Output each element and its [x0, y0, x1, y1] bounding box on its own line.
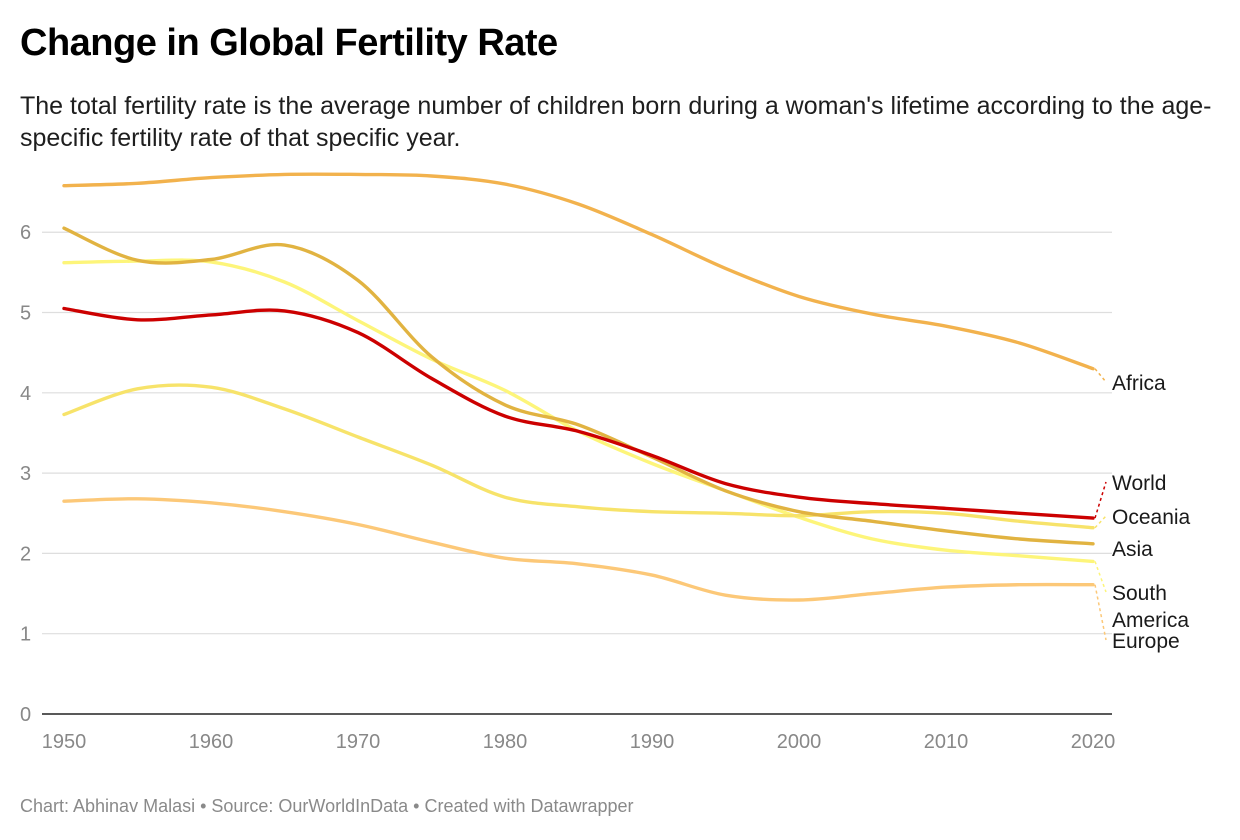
x-tick-label: 2000 — [777, 731, 822, 753]
x-tick-label: 1970 — [336, 731, 381, 753]
chart-footer: Chart: Abhinav Malasi • Source: OurWorld… — [20, 796, 634, 816]
label-connector-oceania — [1094, 515, 1107, 529]
series-line-africa — [62, 172, 1095, 371]
series-line-world — [62, 306, 1095, 520]
x-axis-ticks: 1950 1960 1970 1980 1990 2000 2010 2020 — [42, 731, 1116, 753]
series-label-world: World — [1112, 472, 1166, 495]
series-label-oceania: Oceania — [1112, 506, 1191, 529]
x-tick-label: 1950 — [42, 731, 87, 753]
x-tick-label: 1990 — [630, 731, 675, 753]
y-tick-label: 2 — [20, 543, 31, 565]
series-line-europe — [62, 497, 1095, 602]
y-axis-ticks: 0 1 2 3 4 5 6 — [20, 222, 31, 726]
series-label-europe: Europe — [1112, 630, 1180, 653]
series-label-asia: Asia — [1112, 538, 1153, 561]
gridlines — [42, 231, 1112, 715]
label-connector-europe — [1094, 584, 1107, 641]
y-tick-label: 1 — [20, 624, 31, 646]
label-connector-south-america — [1094, 561, 1107, 593]
y-tick-label: 3 — [20, 463, 31, 485]
line-chart: 0 1 2 3 4 5 6 1950 1960 1970 1980 1990 2000 2010 2020… — [20, 172, 1191, 753]
series-line-asia — [62, 226, 1095, 546]
series-label-south-america: America — [1112, 609, 1189, 632]
series-lines — [62, 172, 1095, 602]
x-tick-label: 2010 — [924, 731, 969, 753]
y-tick-label: 4 — [20, 383, 31, 405]
series-line-south-america — [62, 258, 1095, 564]
series-line-oceania — [62, 383, 1095, 530]
label-connector-africa — [1094, 368, 1107, 383]
series-label-south-america: South — [1112, 582, 1167, 605]
x-tick-label: 1980 — [483, 731, 528, 753]
y-tick-label: 6 — [20, 222, 31, 244]
y-tick-label: 5 — [20, 303, 31, 325]
chart-title: Change in Global Fertility Rate — [20, 22, 558, 64]
label-connector-world — [1094, 481, 1107, 519]
x-tick-label: 1960 — [189, 731, 234, 753]
chart-subtitle: The total fertility rate is the average … — [20, 92, 1212, 152]
series-label-africa: Africa — [1112, 372, 1166, 395]
y-tick-label: 0 — [20, 704, 31, 726]
x-tick-label: 2020 — [1071, 731, 1116, 753]
